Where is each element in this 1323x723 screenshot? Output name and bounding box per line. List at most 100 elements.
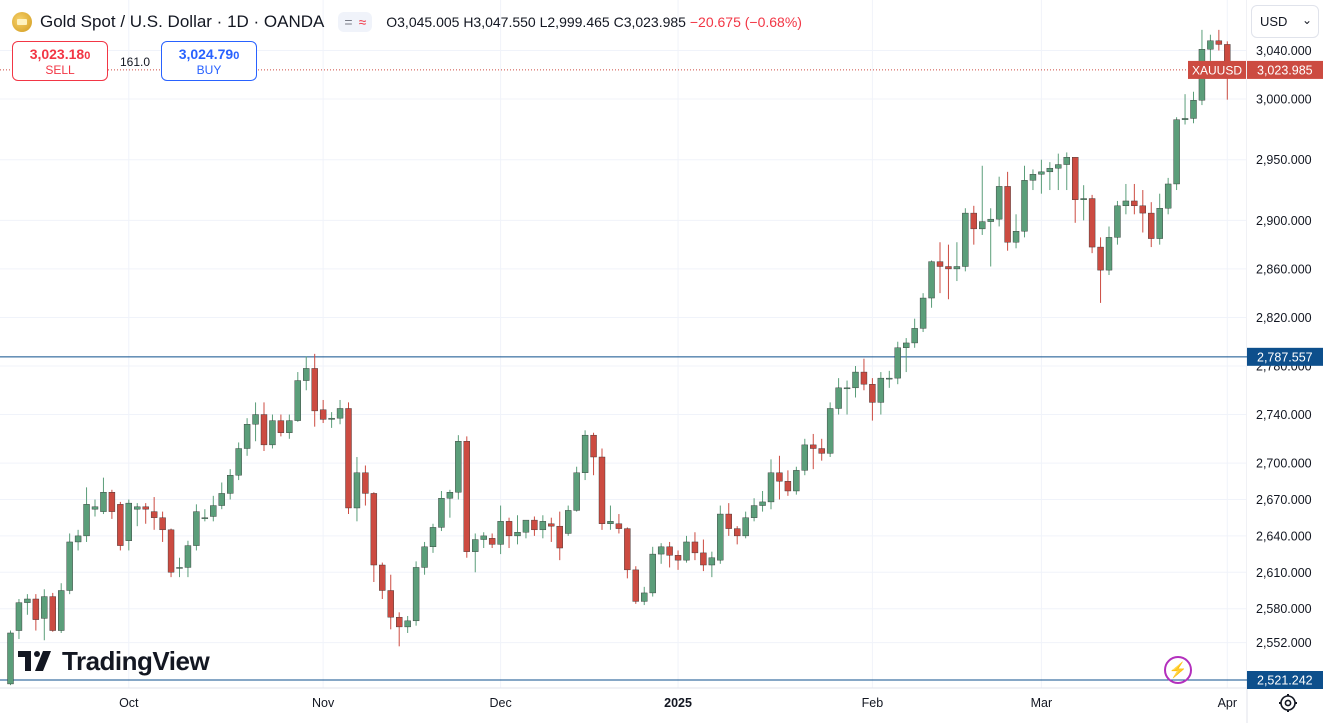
price-axis: 2,552.000 2,580.000 2,610.000 2,640.000 2,67… [1247,0,1323,689]
hline-price-badge [1247,347,1323,366]
candle [573,466,580,512]
currency-select[interactable]: USD ⌄ [1251,5,1319,38]
sell-button[interactable]: 3,023.180 SELL [12,41,108,81]
candle [472,533,479,573]
candle-body [150,511,158,518]
candle-body [1207,40,1214,50]
candle-body [750,505,758,518]
candle-body [345,408,352,509]
candle-body [877,377,885,403]
candle [919,293,927,333]
candle [505,517,513,549]
candle [860,358,868,391]
candle-body [184,545,192,568]
candle [83,487,90,542]
symbol-badge [1188,60,1246,79]
candle-body [319,409,327,420]
candle-body [869,383,876,403]
candle [1190,91,1197,124]
candle [7,630,14,686]
candle [184,540,192,578]
candle-body [826,408,834,454]
change-value: −20.675 (−0.68%) [689,14,802,30]
symbol-title[interactable]: Gold Spot / U.S. Dollar · 1D · OANDA [40,12,325,31]
candle-body [463,441,470,552]
candle-body [328,417,335,420]
tradingview-logo[interactable]: TradingView [18,645,210,677]
candle-body [970,212,977,230]
candle-body [429,527,437,548]
candle [74,529,82,551]
y-tick-label: 2,820.000 [1256,311,1312,325]
candle-body [708,557,716,566]
ohlc-readout: O3,045.005 H3,047.550 L2,999.465 C3,023.… [386,14,802,30]
candle [1139,190,1147,233]
candle-body [1063,157,1070,165]
candle [387,574,394,630]
hline-price-label: 2,521.242 [1257,674,1313,688]
candle [979,165,986,235]
candle [666,541,673,568]
candle-body [387,590,394,618]
candle-body [336,408,344,419]
candle-body [894,347,901,379]
high-value: H3,047.550 [463,14,536,30]
candle-body [1021,180,1028,232]
candle [641,586,648,606]
candle-body [243,424,251,449]
y-tick-label: 2,670.000 [1256,493,1312,507]
candle [962,208,969,272]
candle-body [1004,186,1011,243]
buy-button[interactable]: 3,024.790 BUY [161,41,257,81]
gear-icon[interactable] [1277,692,1299,714]
candle [1114,200,1121,245]
indicator-toggle[interactable]: = ≈ [338,12,373,32]
candle [1148,202,1155,248]
candle [1131,183,1138,215]
candle [548,517,555,542]
candle-body [446,492,454,499]
candle-body [1114,205,1121,238]
candle [32,594,40,631]
x-tick-label: Nov [312,696,335,710]
candle [539,515,547,539]
candle-body [953,266,961,270]
candle-body [167,529,175,573]
candle [810,433,817,470]
candle [455,435,462,500]
candle-body [734,528,741,537]
candle-body [370,493,378,566]
candle-body [1122,200,1130,207]
candle [328,412,335,428]
last-price-label: 3,023.985 [1257,63,1313,77]
candle-body [573,472,580,511]
lightning-icon[interactable]: ⚡ [1164,656,1192,684]
candle-body [1029,174,1037,181]
candle [24,594,31,615]
candle [210,495,217,522]
candle-body [311,368,318,412]
candle [1088,194,1096,254]
candle [1181,94,1189,125]
open-value: O3,045.005 [386,14,460,30]
y-tick-label: 2,610.000 [1256,566,1312,580]
candle-body [835,387,842,409]
candle-body [362,472,369,494]
candle-body [210,505,217,517]
candle [750,498,758,522]
buy-label: BUY [196,63,222,77]
candle-body [404,620,411,628]
candle [379,562,386,599]
candle [852,365,859,398]
candle [776,455,783,500]
candle [353,457,361,522]
candle-body [1148,212,1155,239]
candle-body [717,513,724,561]
sell-price: 3,023.180 [29,46,91,62]
candle [590,432,597,476]
candle [286,414,293,439]
candle [488,533,496,549]
candle [1055,153,1062,191]
candle [201,509,209,522]
